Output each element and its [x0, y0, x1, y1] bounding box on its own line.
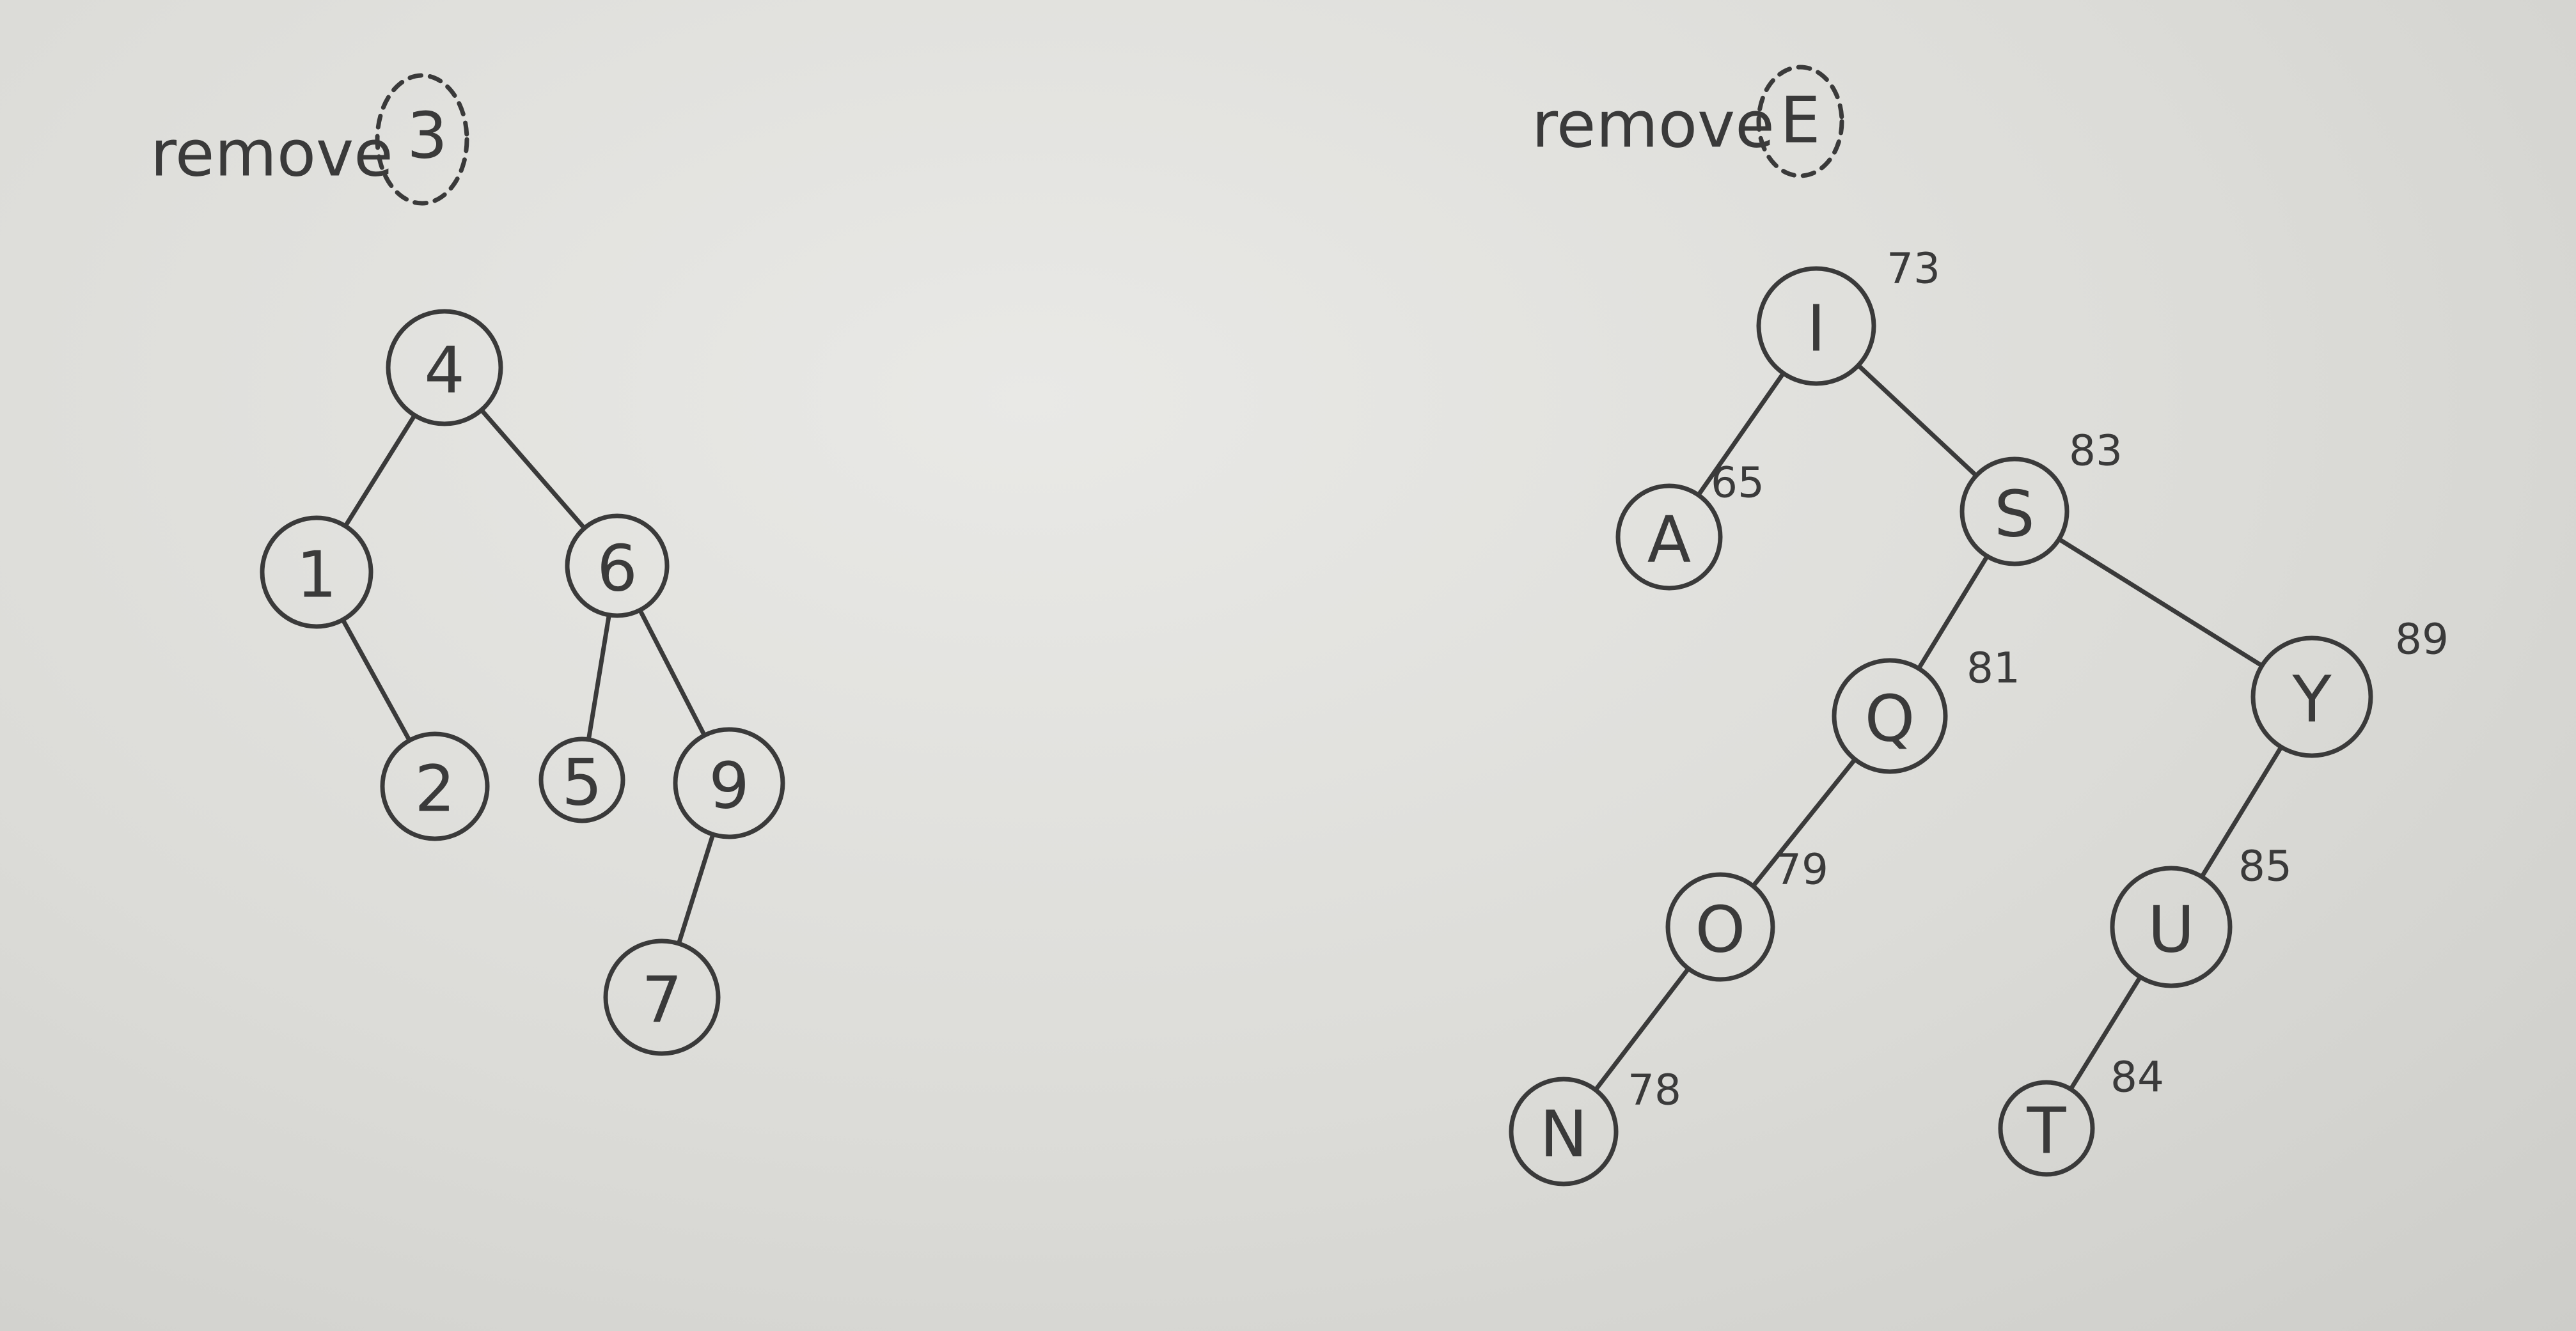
left-edge-n6-n5 [586, 612, 611, 742]
right-node-code: 79 [1775, 845, 1828, 894]
left-node-label: 2 [414, 752, 455, 827]
right-node-label: S [1994, 477, 2034, 552]
left-node-6: 6 [565, 513, 670, 618]
right-removed-key-circle [1756, 65, 1844, 178]
right-node-circle [1959, 456, 2069, 566]
right-node-circle [2110, 866, 2233, 988]
left-node-2: 2 [380, 731, 490, 841]
left-node-circle [380, 731, 490, 841]
left-node-label: 7 [641, 963, 682, 1038]
right-node-label: Y [2291, 662, 2332, 737]
right-node-label: O [1695, 892, 1746, 967]
left-node-circle [538, 736, 625, 823]
right-node-code: 65 [1711, 458, 1764, 508]
left-node-label: 1 [296, 538, 337, 612]
right-tree: I 73 A 65 S 83 Q 81 Y 89 O 79 U 85 N 78 T 84 [1509, 244, 2449, 1187]
right-node-code: 81 [1967, 644, 2020, 693]
left-title: remove 3 [150, 73, 469, 206]
right-node-circle [1509, 1077, 1619, 1187]
left-removed-key: 3 [407, 98, 448, 173]
left-node-label: 6 [597, 531, 638, 606]
left-node-label: 9 [709, 749, 750, 823]
right-node-N: N 78 [1509, 1066, 1681, 1187]
right-edge-I-S [1856, 362, 1979, 478]
right-node-circle [1665, 872, 1775, 982]
left-edge-n4-n6 [479, 407, 587, 531]
right-node-code: 83 [2069, 426, 2123, 476]
right-title-text: remove [1532, 88, 1775, 162]
left-node-5: 5 [538, 736, 625, 823]
right-node-label: T [2026, 1094, 2066, 1169]
left-node-9: 9 [673, 727, 785, 839]
right-node-Q: Q 81 [1832, 644, 2020, 774]
right-node-I: I 73 [1756, 244, 1940, 386]
right-edge-I-A [1696, 371, 1786, 497]
right-node-circle [1998, 1080, 2095, 1177]
right-node-code: 78 [1628, 1066, 1681, 1115]
right-node-circle [1615, 483, 1723, 591]
right-node-code: 85 [2238, 842, 2292, 891]
right-node-O: O 79 [1665, 845, 1828, 982]
right-node-circle [2250, 635, 2373, 758]
right-node-code: 73 [1887, 244, 1940, 293]
right-node-S: S 83 [1959, 426, 2123, 566]
right-node-label: U [2148, 892, 2194, 967]
right-node-Y: Y 89 [2250, 615, 2449, 758]
left-node-circle [603, 938, 721, 1056]
left-edge-n6-n9 [638, 607, 707, 738]
right-edge-S-Q [1916, 554, 1990, 671]
right-edge-Y-U [2199, 745, 2284, 879]
right-edge-Q-O [1750, 757, 1858, 889]
right-node-label: A [1647, 502, 1691, 577]
right-node-code: 89 [2395, 615, 2449, 664]
right-node-code: 84 [2110, 1053, 2164, 1102]
right-node-circle [1832, 658, 1948, 774]
left-removed-key-circle [375, 73, 469, 206]
right-title: remove E [1532, 65, 1844, 178]
left-node-circle [260, 515, 373, 629]
left-node-label: 4 [424, 333, 465, 408]
right-node-A: A 65 [1615, 458, 1764, 591]
left-node-7: 7 [603, 938, 721, 1056]
right-node-U: U 85 [2110, 842, 2292, 988]
right-node-label: I [1807, 292, 1826, 366]
right-node-label: N [1540, 1097, 1588, 1172]
left-title-text: remove [150, 116, 393, 191]
left-node-1: 1 [260, 515, 373, 629]
left-edge-n1-n2 [340, 617, 412, 743]
left-node-4: 4 [386, 309, 503, 426]
left-node-circle [565, 513, 670, 618]
left-node-circle [386, 309, 503, 426]
left-tree: 4 1 6 2 5 9 7 [260, 309, 785, 1056]
left-node-circle [673, 727, 785, 839]
right-node-circle [1756, 266, 1876, 386]
right-node-label: Q [1865, 681, 1915, 756]
right-edge-S-Y [2057, 536, 2265, 668]
right-node-T: T 84 [1998, 1053, 2164, 1177]
right-edge-O-N [1593, 966, 1691, 1093]
left-edge-n9-n7 [676, 832, 716, 946]
left-edge-n4-n1 [343, 413, 417, 529]
right-removed-key: E [1780, 83, 1820, 158]
right-edge-U-T [2068, 974, 2143, 1092]
left-node-label: 5 [562, 745, 602, 820]
